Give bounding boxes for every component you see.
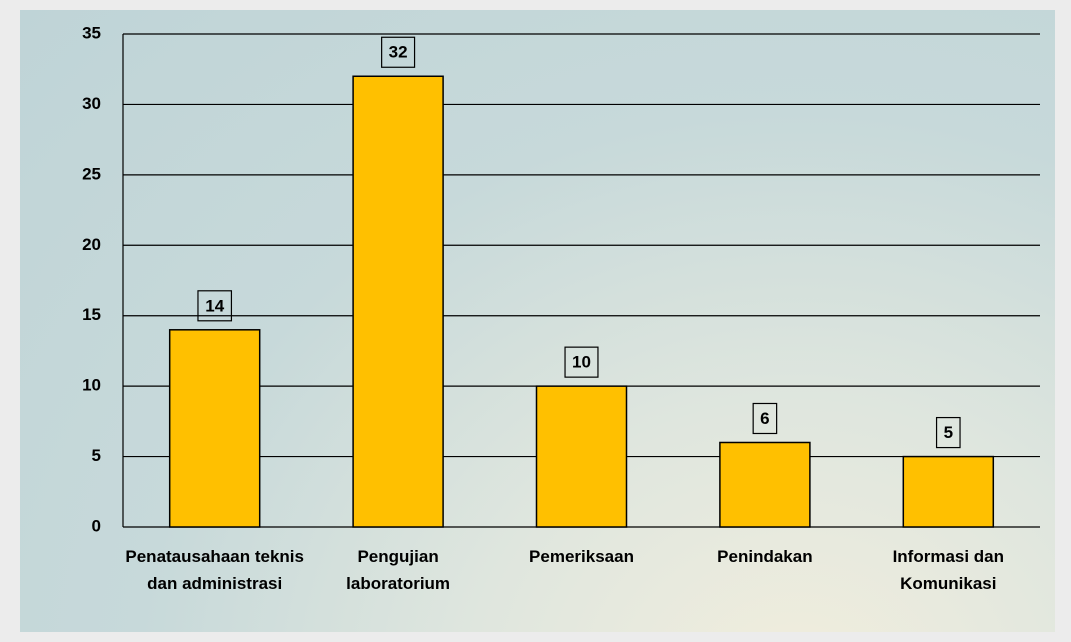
value-label: 32 <box>389 43 408 62</box>
bar <box>720 442 810 527</box>
x-tick-label: Informasi dan Komunikasi <box>858 543 1038 597</box>
chart-container: 0 5 10 15 20 25 30 35 14 32 10 6 5 Penatausahaan tek… <box>0 0 1071 642</box>
value-label: 14 <box>205 296 224 315</box>
bar <box>903 457 993 527</box>
bar <box>537 386 627 527</box>
y-tick-label: 5 <box>92 446 101 465</box>
x-tick-label: Penindakan <box>675 543 855 570</box>
value-label: 6 <box>760 409 769 428</box>
x-tick-label: Penatausahaan teknis dan administrasi <box>125 543 305 597</box>
x-tick-label: Pemeriksaan <box>492 543 672 570</box>
bar <box>353 76 443 527</box>
y-tick-label: 10 <box>82 376 101 395</box>
y-tick-label: 30 <box>82 94 101 113</box>
bar <box>170 330 260 527</box>
value-label: 5 <box>944 423 953 442</box>
y-tick-label: 20 <box>82 235 101 254</box>
y-tick-label: 0 <box>92 516 101 535</box>
y-tick-label: 15 <box>82 305 101 324</box>
x-tick-label: Pengujian laboratorium <box>308 543 488 597</box>
y-tick-label: 25 <box>82 164 101 183</box>
y-tick-label: 35 <box>82 23 101 42</box>
value-label: 10 <box>572 353 591 372</box>
